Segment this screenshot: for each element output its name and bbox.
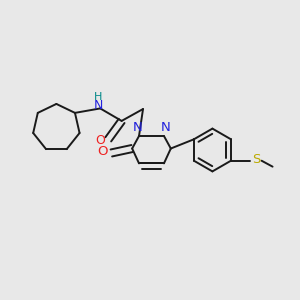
Text: H: H	[94, 92, 102, 102]
Text: S: S	[252, 153, 260, 166]
Text: N: N	[160, 121, 170, 134]
Text: O: O	[95, 134, 105, 147]
Text: N: N	[94, 99, 103, 112]
Text: O: O	[97, 145, 108, 158]
Text: N: N	[133, 121, 142, 134]
